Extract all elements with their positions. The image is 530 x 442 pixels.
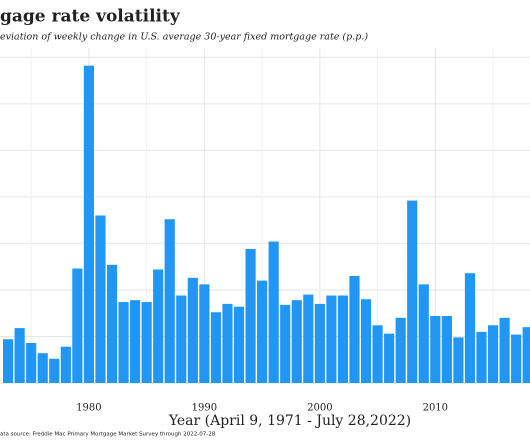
bar	[257, 280, 268, 383]
bar	[164, 219, 175, 383]
bar	[222, 303, 233, 383]
bar	[464, 273, 476, 383]
bar	[522, 327, 530, 383]
bar	[72, 268, 83, 383]
bar	[14, 328, 25, 383]
bar	[291, 300, 302, 383]
x-tick-label: 1980	[76, 403, 101, 414]
bar	[314, 303, 325, 383]
bar	[453, 337, 464, 383]
bar	[430, 316, 441, 383]
x-tick-label: 2010	[423, 403, 448, 414]
bar	[476, 331, 487, 383]
x-tick-label: 2000	[307, 403, 332, 414]
bar	[511, 334, 522, 383]
chart-subtitle: eviation of weekly change in U.S. averag…	[0, 32, 368, 43]
bar	[280, 304, 291, 383]
bar	[60, 346, 71, 383]
bar	[326, 295, 337, 383]
bar	[499, 317, 510, 383]
bar	[372, 325, 383, 383]
bar	[487, 325, 499, 383]
bar	[303, 294, 314, 383]
bar	[187, 277, 198, 383]
bar	[176, 295, 187, 383]
bar	[407, 200, 418, 383]
bar	[49, 358, 60, 383]
bar	[118, 302, 129, 383]
bar	[384, 333, 395, 383]
bar	[37, 353, 48, 383]
bar	[245, 249, 256, 383]
bar	[199, 284, 210, 383]
bar	[268, 241, 279, 383]
chart-title: gage rate volatility	[0, 7, 181, 27]
bar	[130, 300, 141, 383]
x-tick-label: 1990	[192, 403, 217, 414]
source-note: ata source: Freddie Mac Primary Mortgage…	[0, 432, 216, 438]
bar	[337, 295, 349, 383]
bar	[210, 312, 222, 383]
bar	[95, 215, 106, 383]
bar	[360, 299, 372, 383]
bar	[3, 339, 14, 383]
bar	[233, 306, 245, 383]
bar	[418, 284, 429, 383]
bar	[106, 264, 118, 383]
bar	[26, 342, 37, 383]
bar	[441, 316, 452, 383]
bar	[395, 317, 406, 383]
bar	[141, 302, 152, 383]
bar	[153, 269, 164, 383]
x-axis-title: Year (April 9, 1971 - July 28,2022)	[168, 413, 411, 429]
bar	[83, 65, 94, 384]
bar	[349, 275, 360, 383]
